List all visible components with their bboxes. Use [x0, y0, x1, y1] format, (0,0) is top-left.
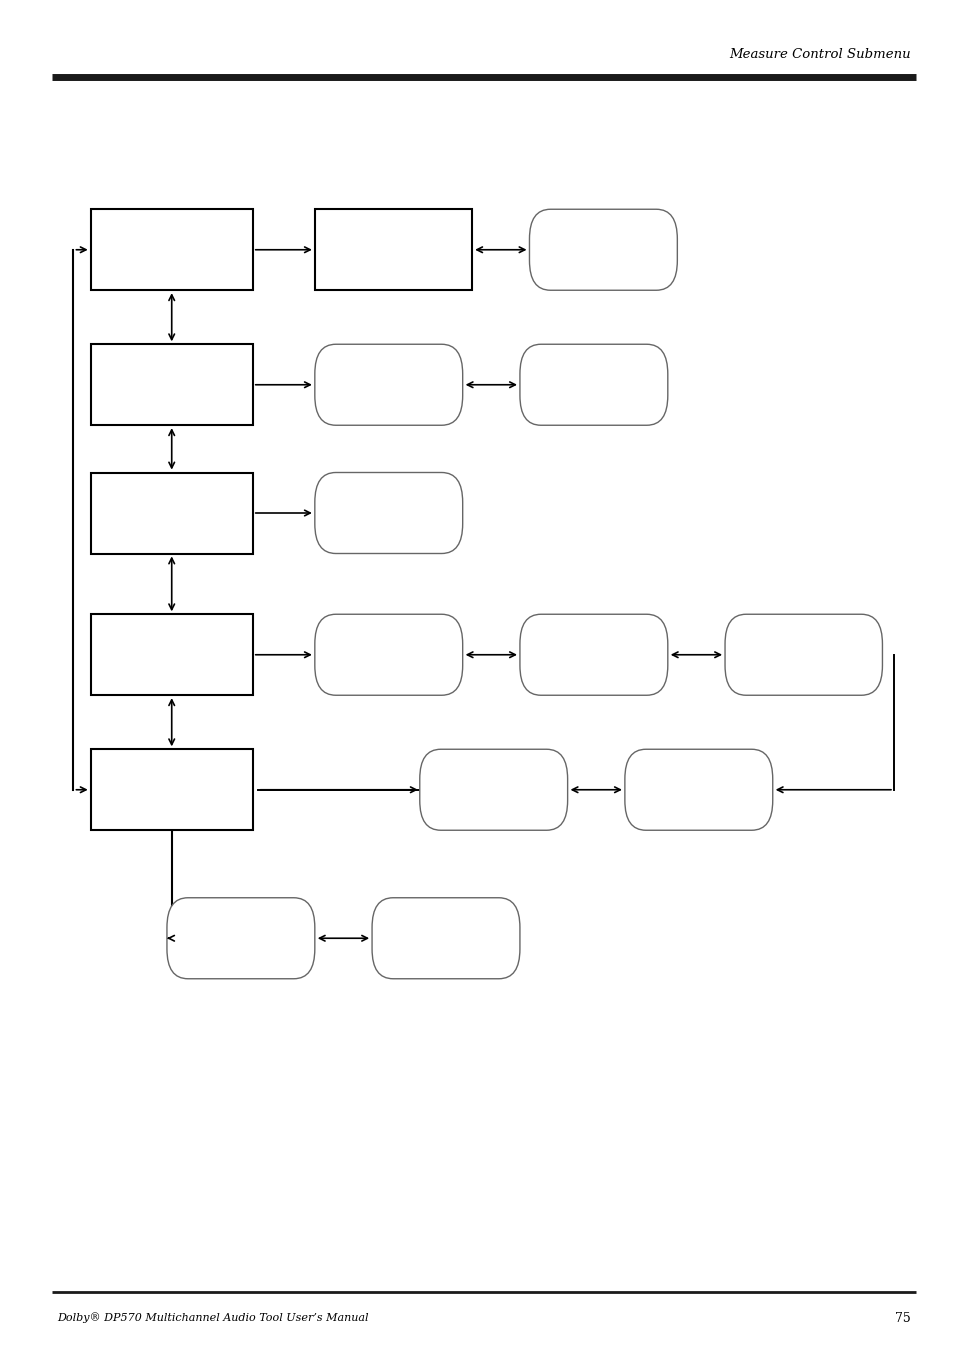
FancyBboxPatch shape [91, 209, 253, 290]
FancyBboxPatch shape [519, 344, 667, 425]
FancyBboxPatch shape [519, 614, 667, 695]
FancyBboxPatch shape [314, 614, 462, 695]
FancyBboxPatch shape [314, 344, 462, 425]
FancyBboxPatch shape [529, 209, 677, 290]
Text: Dolby® DP570 Multichannel Audio Tool User’s Manual: Dolby® DP570 Multichannel Audio Tool Use… [57, 1312, 369, 1323]
FancyBboxPatch shape [419, 749, 567, 830]
FancyBboxPatch shape [91, 472, 253, 554]
FancyBboxPatch shape [724, 614, 882, 695]
Text: 75: 75 [894, 1312, 910, 1326]
Text: Measure Control Submenu: Measure Control Submenu [729, 47, 910, 61]
FancyBboxPatch shape [91, 344, 253, 425]
FancyBboxPatch shape [624, 749, 772, 830]
FancyBboxPatch shape [314, 209, 472, 290]
FancyBboxPatch shape [91, 614, 253, 695]
FancyBboxPatch shape [167, 898, 314, 979]
FancyBboxPatch shape [372, 898, 519, 979]
FancyBboxPatch shape [91, 749, 253, 830]
FancyBboxPatch shape [314, 472, 462, 554]
